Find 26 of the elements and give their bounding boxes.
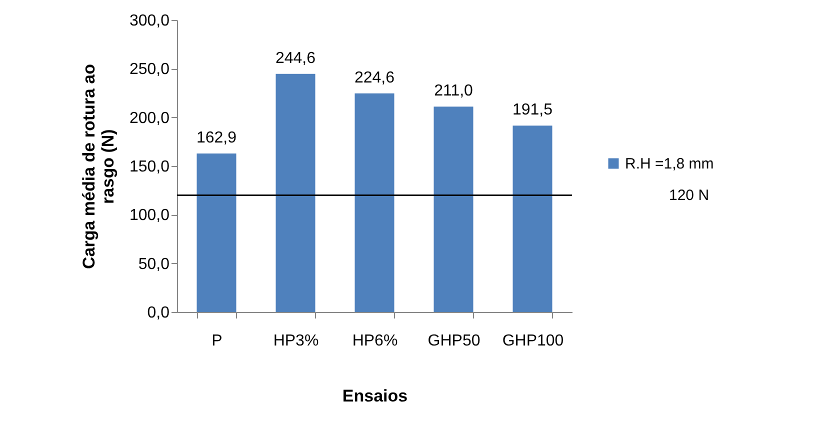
x-tick-label: GHP100	[502, 332, 564, 350]
legend-label: R.H =1,8 mm	[625, 156, 714, 172]
y-tick-label: 200,0	[129, 110, 170, 127]
y-tick-label: 150,0	[129, 158, 170, 176]
x-tick-label: HP6%	[352, 332, 398, 350]
bar	[434, 106, 474, 312]
bar	[196, 153, 236, 312]
y-tick-label: 300,0	[129, 12, 170, 30]
ref-line-label: 120 N	[669, 187, 710, 204]
x-tick-label: P	[212, 332, 222, 350]
data-label: 162,9	[196, 129, 237, 146]
x-tick-label: HP3%	[273, 332, 319, 350]
y-tick-label: 250,0	[129, 61, 170, 78]
data-label: 244,6	[275, 50, 316, 67]
x-tick-label: GHP50	[428, 332, 480, 350]
bar	[512, 126, 552, 312]
data-label: 211,0	[434, 82, 474, 100]
bar	[276, 74, 316, 312]
bar	[354, 93, 394, 312]
y-tick-label: 0,0	[147, 304, 170, 322]
y-tick-label: 50,0	[138, 256, 170, 273]
data-label: 191,5	[512, 102, 553, 119]
y-axis-title: Carga média de rotura ao rasgo (N)	[79, 64, 118, 270]
y-tick-label: 100,0	[129, 207, 170, 224]
x-axis-title: Ensaios	[342, 386, 408, 406]
data-label: 224,6	[354, 69, 395, 86]
